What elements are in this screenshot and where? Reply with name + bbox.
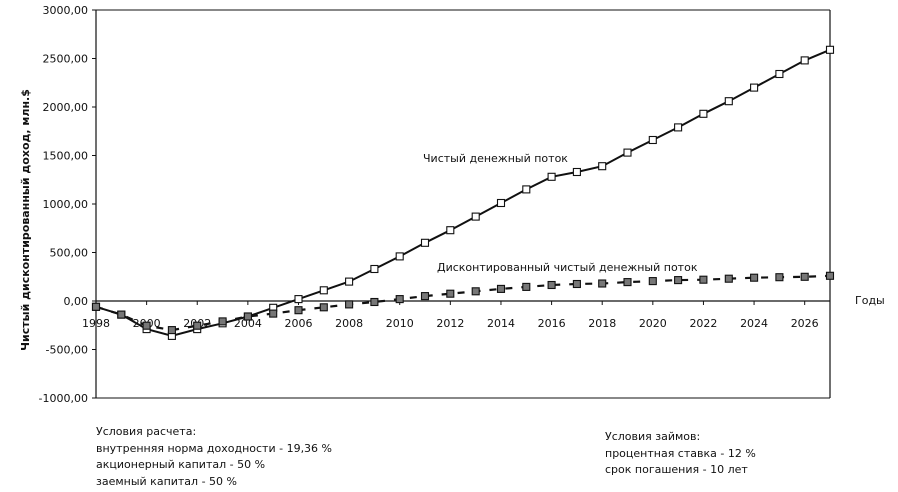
series-0-point [522,185,531,194]
series-label-cash-flow: Чистый денежный поток [423,152,568,165]
series-0-point [471,212,480,221]
series-0-point [775,69,784,79]
loan-conditions-title: Условия займов: [605,430,701,443]
x-axis-label: Годы [855,294,885,307]
series-0-point [572,167,581,177]
x-tick-label: 2022 [689,317,717,330]
series-label-discounted-cash-flow: Дисконтированный чистый денежный поток [437,261,698,274]
series-0-point [496,198,506,208]
series-1-point [674,276,683,285]
series-1-point [370,297,379,307]
series-0-point [598,162,607,171]
x-tick-label: 2004 [234,317,262,330]
series-0-point [370,264,379,274]
series-1-point [623,278,632,287]
x-axis-ticks: 1998200020022004200620082010201220142016… [82,301,819,330]
series-0-point [547,172,556,181]
calculation-conditions: Условия расчета: внутренняя норма доходн… [96,424,332,490]
series-1-point [547,280,556,290]
x-tick-label: 2012 [436,317,464,330]
series-1-point [345,300,354,309]
y-tick-label: 2500,00 [43,53,89,66]
series-1-point [572,279,581,289]
series-1-point [522,282,531,291]
x-tick-label: 2014 [487,317,515,330]
series-0-point [674,123,683,132]
series-1-point [243,312,252,321]
series-0-point [294,295,303,304]
series-0-point [446,226,455,235]
x-tick-label: 2016 [538,317,566,330]
series-line-0 [95,48,831,337]
series-0-point [623,148,632,157]
series-0-point [420,238,430,247]
series-1-point [800,272,809,281]
x-tick-label: 2006 [284,317,312,330]
series-0-point [395,252,404,261]
loan-conditions: Условия займов: процентная ставка - 12 %… [605,429,756,479]
series-1-point [91,302,101,311]
x-tick-label: 2018 [588,317,616,330]
series-1-point [699,275,708,284]
series-1-point [117,310,126,319]
series-0-point [699,109,708,118]
series-1-point [294,306,303,315]
y-tick-label: 3000,00 [43,4,89,17]
y-tick-label: 1000,00 [43,198,89,211]
y-tick-label: 1500,00 [43,150,89,163]
y-axis-label: Чистый дисконтированный доход, млн.$ [19,89,32,351]
series-1-point [471,287,480,296]
series-0-point [648,135,657,145]
series-1-point [598,279,607,288]
calculation-conditions-title: Условия расчета: [96,425,197,438]
interest-rate-text: процентная ставка - 12 % [605,446,756,460]
series-1-point [269,309,278,318]
series-1-point [142,321,151,330]
series-1-point [395,295,404,304]
y-tick-label: 500,00 [50,247,89,260]
y-tick-label: -500,00 [46,344,88,357]
chart: 3000,00 2500,00 2000,00 1500,00 1000,00 500,0… [19,4,885,405]
series-0-point [319,286,328,295]
series-1-point [750,273,759,282]
series-1-point [167,326,176,335]
x-tick-label: 2026 [791,317,819,330]
series-0-point [724,97,733,106]
y-tick-label: 2000,00 [43,101,89,114]
series-1-point [724,274,733,283]
x-tick-label: 2010 [386,317,414,330]
series-1-point [648,277,657,286]
series-0-point [345,277,354,286]
x-tick-label: 2024 [740,317,768,330]
x-tick-label: 2020 [639,317,667,330]
y-tick-label: -1000,00 [39,392,88,405]
series-1-point [775,273,784,282]
series-1-point [319,303,328,312]
series-0-point [750,83,759,92]
debt-text: заемный капитал - 50 % [96,474,237,488]
equity-text: акционерный капитал - 50 % [96,458,266,471]
x-tick-label: 2008 [335,317,363,330]
y-axis-ticks: 3000,00 2500,00 2000,00 1500,00 1000,00 500,0… [39,4,96,405]
series-1-point [825,271,835,280]
irr-text: внутренняя норма доходности - 19,36 % [96,441,333,455]
series-1-point [218,317,227,326]
plot-area [91,9,835,399]
series-line-1 [95,274,831,332]
y-tick-label: 0,00 [64,295,89,308]
series-1-point [420,292,430,301]
series-1-point [496,284,506,293]
series-0-point [825,45,835,54]
series-1-point [193,321,202,330]
loan-term-text: срок погашения - 10 лет [605,463,748,476]
series-1-point [446,289,455,298]
series-0-point [800,56,809,65]
